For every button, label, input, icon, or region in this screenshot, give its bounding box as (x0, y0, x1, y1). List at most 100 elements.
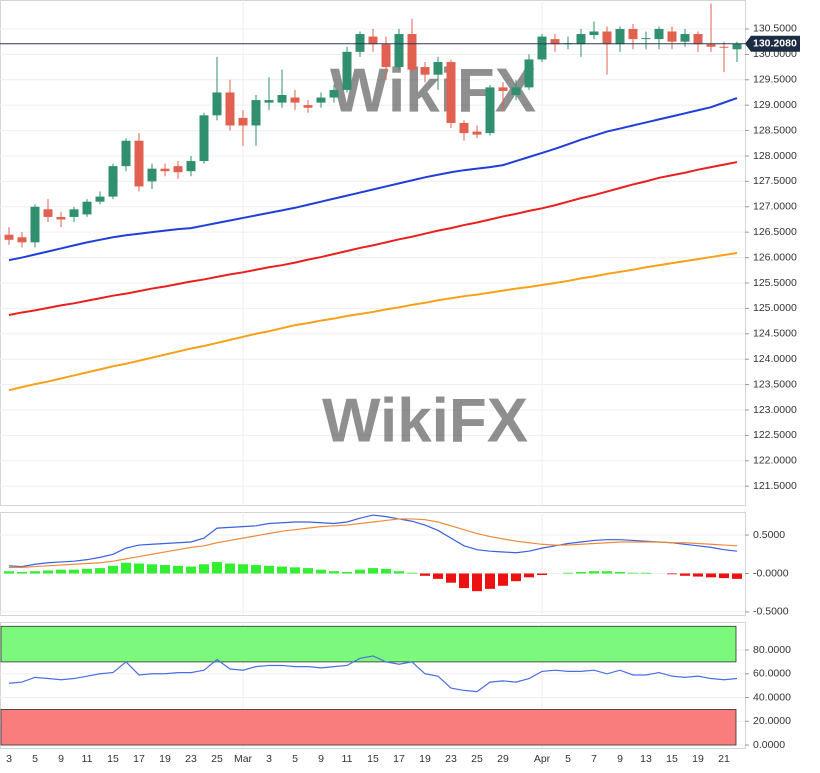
y-tick-label: -0.5000 (753, 606, 789, 618)
y-tick-label: -0.0000 (753, 567, 789, 579)
candle-body (602, 31, 612, 45)
x-tick-label: 3 (266, 753, 272, 765)
x-tick-label: 11 (82, 753, 93, 765)
y-tick-label: 124.0000 (753, 353, 797, 365)
histogram-bar (576, 571, 586, 574)
histogram-bar (147, 564, 157, 574)
histogram-bar (420, 573, 430, 576)
x-tick-label: 5 (292, 753, 298, 765)
histogram-bar (394, 571, 404, 574)
x-tick-label: 19 (692, 753, 704, 765)
candle-body (134, 140, 144, 187)
candle-body (264, 100, 274, 103)
histogram-bar (563, 572, 573, 574)
histogram-bar (524, 573, 534, 578)
histogram-bar (381, 568, 391, 574)
y-tick-label: 0.5000 (753, 529, 785, 541)
histogram-bar (121, 562, 131, 574)
histogram-bar (290, 567, 300, 574)
y-tick-label: 126.5000 (753, 226, 797, 238)
histogram-bar (212, 561, 222, 574)
series-line (8, 655, 738, 693)
candle-body (407, 34, 417, 70)
x-tick-label: Apr (534, 753, 551, 765)
candle-body (420, 67, 430, 75)
histogram-bar (589, 571, 599, 574)
x-tick-label: 19 (159, 753, 171, 765)
candle-body (355, 34, 365, 52)
candle-body (485, 87, 495, 134)
candle-body (329, 89, 339, 98)
candle-body (147, 168, 157, 182)
x-tick-label: 15 (666, 753, 678, 765)
candle-body (394, 34, 404, 68)
series-line (9, 518, 738, 568)
histogram-bar (238, 564, 248, 574)
candle-body (615, 28, 625, 45)
y-tick-label: 122.0000 (753, 455, 797, 467)
last-price-box (745, 35, 800, 52)
histogram-bar (30, 571, 40, 574)
candle-body (641, 38, 651, 40)
y-tick-label: 127.5000 (753, 175, 797, 187)
y-tick-label: 129.5000 (753, 74, 797, 86)
histogram-bar (680, 573, 690, 576)
candle-body (199, 115, 209, 162)
candle-body (186, 161, 196, 172)
panel-frame (0, 512, 746, 616)
series-line (8, 252, 738, 392)
candle-body (251, 100, 261, 126)
x-tick-label: 9 (617, 753, 623, 765)
x-tick-label: 15 (107, 753, 119, 765)
histogram-bar (134, 563, 144, 574)
zone (0, 709, 737, 746)
candle-body (303, 105, 313, 108)
histogram-bar (225, 563, 235, 574)
candle-body (212, 92, 222, 116)
x-tick-label: 29 (497, 753, 509, 765)
candle-body (537, 36, 547, 60)
histogram-bar (82, 568, 92, 574)
histogram-bar (56, 569, 66, 574)
x-tick-label: 25 (471, 753, 483, 765)
candle-body (576, 34, 586, 45)
x-tick-label: 23 (185, 753, 197, 765)
candle-body (173, 166, 183, 173)
candle-body (4, 234, 14, 240)
histogram-bar (485, 573, 495, 589)
candle-body (277, 95, 287, 103)
candle-body (719, 46, 729, 48)
candle-body (316, 97, 326, 103)
histogram-bar (368, 568, 378, 574)
candle-body (381, 44, 391, 68)
y-tick-label: 0.0000 (753, 739, 785, 751)
series-line (8, 514, 738, 568)
y-tick-label: 60.0000 (753, 668, 791, 680)
x-tick-label: 17 (133, 753, 145, 765)
candle-body (342, 51, 352, 90)
zone (0, 625, 737, 663)
histogram-bar (17, 571, 27, 574)
histogram-bar (277, 566, 287, 574)
histogram-bar (706, 573, 716, 578)
histogram-bar (342, 571, 352, 574)
candle-body (693, 34, 703, 45)
histogram-bar (69, 569, 79, 574)
y-tick-label: 126.0000 (753, 251, 797, 263)
histogram-bar (4, 571, 14, 574)
candle-body (433, 61, 443, 75)
candle-body (706, 44, 716, 47)
histogram-bar (693, 573, 703, 577)
y-tick-label: 80.0000 (753, 644, 791, 656)
candle-body (43, 209, 53, 217)
histogram-bar (355, 569, 365, 574)
candle-body (446, 61, 456, 123)
histogram-bar (316, 569, 326, 574)
candle-body (459, 122, 469, 134)
histogram-bar (303, 568, 313, 574)
candle-body (589, 31, 599, 36)
candle-body (56, 216, 66, 220)
x-tick-label: 17 (393, 753, 405, 765)
x-tick-label: 11 (342, 753, 353, 765)
